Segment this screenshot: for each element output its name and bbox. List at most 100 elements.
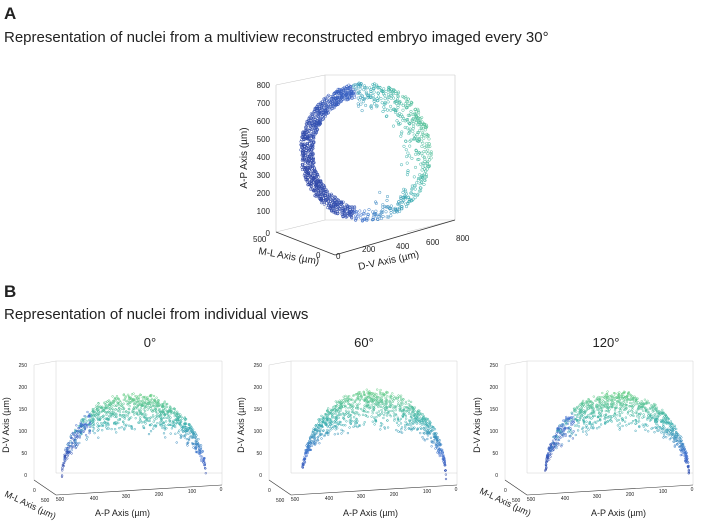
v0-nucleus-point xyxy=(199,444,203,447)
v120-nucleus-point xyxy=(581,399,585,403)
v0-nucleus-point xyxy=(186,441,190,444)
v120-nucleus-point xyxy=(673,426,676,429)
mv-nucleus-point xyxy=(388,86,392,90)
mv-nucleus-point xyxy=(377,95,381,99)
v120-nucleus-point xyxy=(611,403,614,406)
v120-nucleus-point xyxy=(617,395,621,399)
v120-nucleus-point xyxy=(638,425,641,429)
mv-nucleus-point xyxy=(413,196,417,200)
v60-nucleus-point xyxy=(389,415,392,418)
v60-nucleus-point xyxy=(353,394,356,397)
v60-nucleus-point xyxy=(325,409,329,412)
v120-nucleus-point xyxy=(543,469,547,472)
v0-nucleus-point xyxy=(143,402,147,405)
mv-nucleus-point xyxy=(421,154,425,158)
v0-nucleus-point xyxy=(142,408,145,411)
v0-nucleus-point xyxy=(120,404,123,407)
v120-nucleus-point xyxy=(651,416,655,420)
v0-nucleus-point xyxy=(141,401,145,404)
mv-nucleus-point xyxy=(424,173,428,177)
v60-nucleus-point xyxy=(401,411,404,414)
v60-nucleus-point xyxy=(428,422,432,425)
v120-nucleus-point xyxy=(594,421,598,424)
v120-nucleus-point xyxy=(641,416,644,419)
v120-nucleus-point xyxy=(645,407,648,411)
v0-nucleus-point xyxy=(104,417,108,420)
v120-nucleus-point xyxy=(665,422,668,425)
v0-nucleus-point xyxy=(139,393,143,397)
v120-nucleus-point xyxy=(600,396,604,399)
v120-y-tick: 100 xyxy=(490,429,499,435)
v0-nucleus-point xyxy=(97,402,100,405)
v0-nucleus-point xyxy=(108,409,111,412)
v0-nucleus-point xyxy=(143,395,147,399)
v0-nucleus-point xyxy=(122,402,125,405)
v0-nucleus-point xyxy=(162,432,166,435)
v60-nucleus-point xyxy=(344,394,347,398)
v0-nucleus-point xyxy=(127,407,130,411)
v120-nucleus-point xyxy=(587,428,590,431)
mv-nucleus-point xyxy=(416,131,420,135)
v120-nucleus-point xyxy=(636,397,639,400)
v120-nucleus-point xyxy=(633,400,636,403)
v120-nucleus-point xyxy=(618,391,621,394)
v0-nucleus-point xyxy=(136,405,139,408)
v0-nucleus-point xyxy=(113,428,117,431)
v120-nucleus-point xyxy=(599,401,602,404)
v120-nucleus-point xyxy=(656,429,659,432)
v120-nucleus-point xyxy=(567,439,570,443)
v120-nucleus-point xyxy=(621,411,624,414)
v60-nucleus-point xyxy=(395,421,399,424)
v120-nucleus-point xyxy=(581,427,584,431)
mv-nucleus-point xyxy=(301,135,305,139)
mv-nucleus-point xyxy=(408,122,412,126)
v60-nucleus-point xyxy=(384,399,387,402)
mv-nucleus-point xyxy=(427,155,431,159)
v120-nucleus-point xyxy=(590,401,593,404)
v60-nucleus-point xyxy=(441,451,444,454)
mv-nucleus-point xyxy=(389,214,393,218)
v60-x-tick: 100 xyxy=(423,489,432,495)
v120-nucleus-point xyxy=(634,422,637,425)
view-title-0: 0° xyxy=(143,335,157,350)
mv-nucleus-point xyxy=(419,134,423,138)
mv-nucleus-point xyxy=(326,191,330,195)
v60-nucleus-point xyxy=(366,415,369,418)
v120-nucleus-point xyxy=(679,445,682,448)
v120-nucleus-point xyxy=(671,431,674,434)
v0-nucleus-point xyxy=(78,436,82,439)
mv-nucleus-point xyxy=(310,164,314,169)
v120-nucleus-point xyxy=(614,406,618,410)
v0-nucleus-point xyxy=(122,414,125,417)
mv-nucleus-point xyxy=(405,105,409,110)
v60-nucleus-point xyxy=(380,395,383,399)
mv-nucleus-point xyxy=(371,210,375,214)
v60-nucleus-point xyxy=(444,473,448,476)
v0-nucleus-point xyxy=(149,407,152,410)
mv-nucleus-point xyxy=(356,91,360,96)
v60-nucleus-point xyxy=(407,410,411,413)
v0-nucleus-point xyxy=(96,414,99,417)
v0-nucleus-point xyxy=(198,452,202,455)
v60-nucleus-point xyxy=(342,395,345,398)
mv-nucleus-point xyxy=(348,88,352,92)
v120-nucleus-point xyxy=(603,417,606,421)
mv-nucleus-point xyxy=(362,84,367,88)
v60-nucleus-point xyxy=(441,451,445,454)
v120-nucleus-point xyxy=(621,424,624,428)
v0-nucleus-point xyxy=(91,417,94,421)
v60-nucleus-point xyxy=(380,408,383,412)
v60-nucleus-point xyxy=(443,461,446,464)
v120-nucleus-point xyxy=(623,406,626,409)
v120-nucleus-point xyxy=(613,414,616,418)
mv-nucleus-point xyxy=(319,201,324,205)
v60-nucleus-point xyxy=(340,428,343,432)
v60-nucleus-point xyxy=(428,423,431,426)
v120-nucleus-point xyxy=(569,435,572,438)
mv-nucleus-point xyxy=(369,105,373,109)
v60-nucleus-point xyxy=(383,407,387,410)
v0-nucleus-point xyxy=(92,422,95,425)
mv-nucleus-point xyxy=(396,94,400,98)
mv-nucleus-point xyxy=(340,95,344,99)
mv-nucleus-point xyxy=(405,100,409,104)
